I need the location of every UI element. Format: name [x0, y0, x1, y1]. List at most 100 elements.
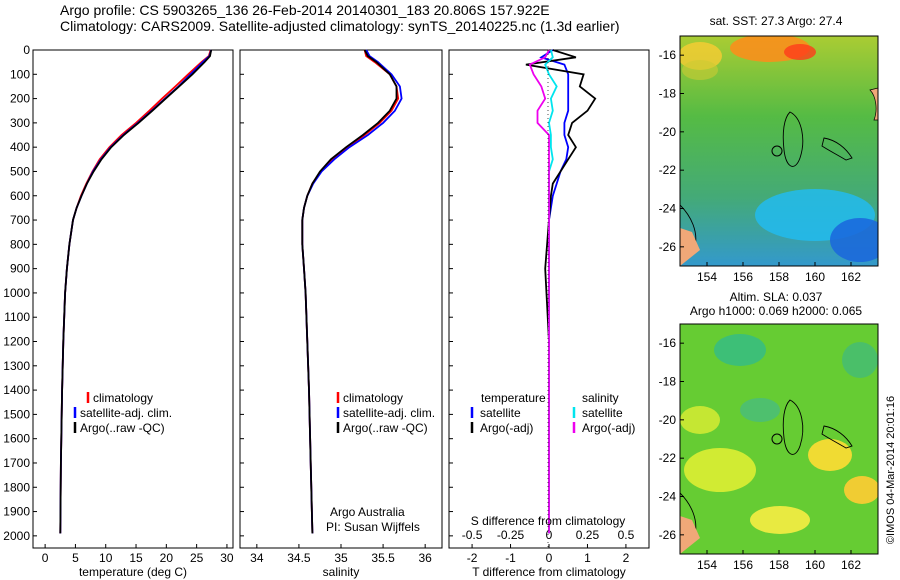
argo-position-marker: [771, 145, 783, 157]
legend-title-salinity: salinity: [582, 391, 619, 405]
sst-mid-patch: [682, 60, 718, 80]
x-tick-label: 15: [129, 551, 143, 565]
map-y-tick-label: -22: [659, 451, 677, 465]
y-tick-label: 800: [10, 237, 30, 251]
s-diff-tick-label: 0.25: [576, 528, 600, 542]
legend-label-satellite-adj: satellite-adj. clim.: [80, 406, 172, 420]
y-tick-label: 1700: [3, 456, 30, 470]
legend-label-climatology: climatology: [93, 391, 153, 405]
temperature-chart: 0100200300400500600700800900100011001200…: [3, 43, 234, 579]
map-y-tick-label: -16: [659, 336, 677, 350]
sla-high-patch: [684, 448, 756, 492]
sla-high-patch: [750, 506, 810, 534]
x-axis-label: temperature (deg C): [79, 565, 187, 579]
sla-low-patch: [842, 342, 878, 378]
sla-map-title-line-1: Altim. SLA: 0.037: [730, 290, 823, 304]
sst-map-title: sat. SST: 27.3 Argo: 27.4: [710, 14, 843, 28]
salinity-chart: 34 34.5 35 35.5 36 salinity: [240, 49, 432, 579]
sla-low-patch: [714, 334, 766, 366]
argo-position-marker: [771, 433, 783, 445]
t-diff-tick-label: -1: [505, 551, 516, 565]
legend-label-satellite-adj: satellite-adj. clim.: [343, 406, 435, 420]
y-tick-label: 2000: [3, 529, 30, 543]
x-tick-label: 5: [72, 551, 79, 565]
annotation-argo-australia: Argo Australia: [330, 505, 405, 519]
x-tick-label: 0: [42, 551, 49, 565]
map-y-tick-label: -18: [659, 87, 677, 101]
reef-contour: [821, 137, 853, 161]
reef-contour: [782, 399, 804, 455]
series-line-argo-raw-qc-: [301, 49, 398, 534]
y-tick-label: 200: [10, 92, 30, 106]
map-x-tick-label: 156: [733, 270, 753, 284]
s-diff-tick-label: 0.5: [618, 528, 635, 542]
legend-title-temperature: temperature: [481, 391, 546, 405]
sst-map: sat. SST: 27.3 Argo: 27.4 154 156 158 160 16…: [659, 14, 879, 284]
x-axis-label: salinity: [323, 565, 360, 579]
sst-map-axes: 154 156 158 160 162 -16 -18 -20 -22 -24 -26: [659, 48, 862, 284]
imos-watermark: ©IMOS 04-Mar-2014 20:01:16: [885, 396, 897, 544]
y-tick-label: 600: [10, 189, 30, 203]
legend-label-climatology: climatology: [343, 391, 403, 405]
s-difference-axis-label: S difference from climatology: [471, 514, 626, 528]
y-tick-label: 1100: [4, 310, 30, 324]
y-tick-label: 1800: [3, 480, 30, 494]
series-line-satellite-adj-clim-: [301, 49, 403, 534]
map-x-tick-label: 156: [733, 558, 753, 572]
map-x-tick-label: 160: [805, 270, 825, 284]
map-y-tick-label: -22: [659, 163, 677, 177]
legend-label-s-satellite: satellite: [582, 406, 623, 420]
map-y-tick-label: -26: [659, 240, 677, 254]
t-diff-tick-label: 1: [584, 551, 591, 565]
y-tick-label: 1600: [3, 432, 30, 446]
sla-low-patch: [740, 398, 780, 422]
map-x-tick-label: 162: [841, 270, 861, 284]
legend-label-t-argo: Argo(-adj): [480, 421, 533, 435]
legend-label-argo: Argo(..raw -QC): [343, 421, 428, 435]
x-tick-label: 10: [99, 551, 113, 565]
sla-map-axes: 154 156 158 160 162 -16 -18 -20 -22 -24 -26: [659, 336, 862, 572]
map-x-tick-label: 158: [769, 270, 789, 284]
y-tick-label: 400: [10, 140, 30, 154]
salinity-legend: climatology satellite-adj. clim. Argo(..…: [326, 391, 435, 534]
y-tick-label: 1000: [3, 286, 30, 300]
s-diff-tick-label: -0.25: [497, 528, 525, 542]
x-tick-label: 25: [190, 551, 204, 565]
s-diff-tick-label: -0.5: [462, 528, 483, 542]
y-tick-label: 0: [23, 43, 30, 57]
map-y-tick-label: -24: [659, 490, 677, 504]
y-tick-label: 1200: [3, 335, 30, 349]
y-tick-label: 100: [10, 67, 30, 81]
reef-contour: [821, 425, 853, 449]
t-diff-tick-label: 0: [546, 551, 553, 565]
series-line-t-satellite: [539, 49, 570, 534]
salinity-panel-frame: [239, 49, 443, 549]
difference-chart: -2 -1 0 1 2 -0.5 -0.25 0 0.25 0.5 T difference fro…: [449, 49, 635, 579]
series-line-t-argo-adj-: [525, 49, 597, 534]
y-tick-label: 700: [10, 213, 30, 227]
sla-high-patch: [680, 406, 720, 434]
y-tick-label: 1400: [3, 383, 30, 397]
annotation-pi: PI: Susan Wijffels: [326, 520, 420, 534]
y-tick-label: 1900: [3, 505, 30, 519]
map-x-tick-label: 160: [805, 558, 825, 572]
series-line-s-argo-adj-: [528, 49, 550, 534]
y-tick-label: 1500: [3, 407, 30, 421]
temperature-panel-frame: [32, 49, 234, 549]
difference-legend: temperature salinity satellite Argo(-adj…: [471, 391, 636, 528]
figure-title-line-1: Argo profile: CS 5903265_136 26-Feb-2014…: [60, 2, 550, 18]
map-y-tick-label: -16: [659, 48, 677, 62]
y-tick-label: 500: [10, 164, 30, 178]
series-line-argo-raw-qc-: [59, 49, 213, 534]
sla-high-patch: [808, 439, 852, 471]
sst-cold-patch: [830, 218, 878, 262]
sla-map: Altim. SLA: 0.037 Argo h1000: 0.069 h200…: [659, 290, 879, 572]
legend-label-t-satellite: satellite: [480, 406, 521, 420]
land-patch: [869, 87, 878, 121]
map-y-tick-label: -20: [659, 125, 677, 139]
y-tick-label: 300: [10, 116, 30, 130]
t-diff-tick-label: 2: [623, 551, 630, 565]
map-x-tick-label: 158: [769, 558, 789, 572]
x-tick-label: 34: [250, 551, 264, 565]
